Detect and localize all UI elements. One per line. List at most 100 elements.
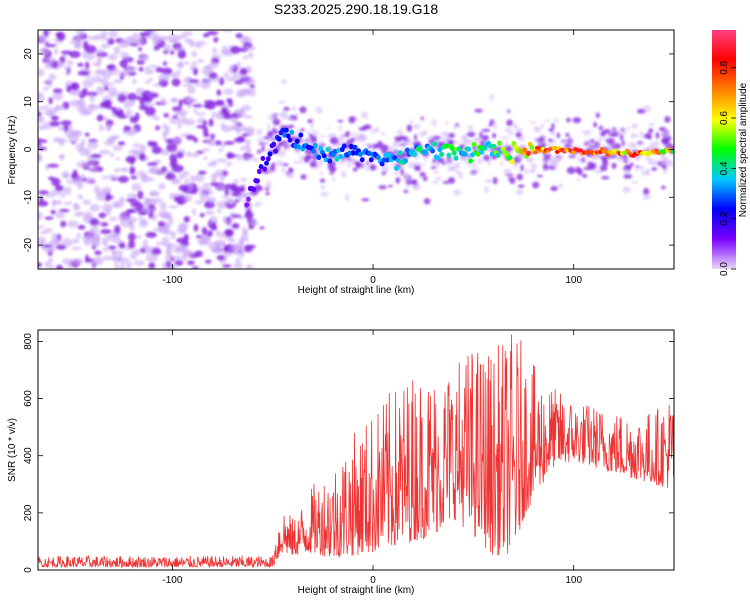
noise-blob xyxy=(532,181,540,189)
ridge-cell xyxy=(495,152,501,158)
noise-blob xyxy=(422,163,426,167)
noise-blob xyxy=(202,33,210,38)
noise-blob xyxy=(38,190,49,195)
ridge-cell xyxy=(522,147,528,153)
noise-blob xyxy=(91,62,101,66)
noise-blob xyxy=(661,137,669,145)
noise-blob xyxy=(71,89,83,96)
noise-blob xyxy=(50,209,56,215)
ridge-cell xyxy=(491,143,497,149)
noise-blob xyxy=(667,159,674,167)
noise-blob xyxy=(541,159,550,164)
noise-blob xyxy=(432,170,440,174)
noise-blob xyxy=(170,263,177,269)
noise-blob xyxy=(581,156,585,163)
noise-blob xyxy=(38,200,49,207)
noise-blob xyxy=(390,162,397,167)
noise-blob xyxy=(93,232,101,236)
noise-blob xyxy=(259,226,265,230)
ridge-cell xyxy=(258,163,264,170)
noise-blob xyxy=(627,142,637,148)
ridge-cell xyxy=(451,150,457,156)
noise-blob xyxy=(599,155,609,160)
noise-blob xyxy=(630,162,634,167)
noise-blob xyxy=(118,242,126,249)
noise-blob xyxy=(366,160,370,166)
noise-blob xyxy=(54,47,59,55)
noise-blob xyxy=(138,152,146,161)
noise-blob xyxy=(546,143,554,148)
noise-blob xyxy=(153,45,160,51)
noise-blob xyxy=(465,140,474,143)
noise-blob xyxy=(245,210,251,218)
colorbar-tick-label: 0.8 xyxy=(719,60,730,74)
noise-blob xyxy=(130,175,138,180)
noise-blob xyxy=(222,170,228,176)
noise-blob xyxy=(489,93,494,101)
noise-blob xyxy=(447,165,457,172)
snr-x-tick-label: 0 xyxy=(370,575,376,586)
noise-blob xyxy=(241,227,247,233)
ridge-cell xyxy=(289,129,295,135)
noise-blob xyxy=(60,220,67,228)
noise-blob xyxy=(199,212,205,218)
noise-blob xyxy=(38,68,45,77)
noise-blob xyxy=(196,234,202,239)
noise-blob xyxy=(163,113,170,118)
noise-blob xyxy=(338,158,345,165)
noise-blob xyxy=(161,81,168,86)
noise-blob xyxy=(38,153,42,162)
noise-blob xyxy=(396,129,403,136)
noise-blob xyxy=(226,154,238,158)
noise-blob xyxy=(328,165,337,172)
noise-blob xyxy=(174,255,182,262)
ridge-cell xyxy=(477,144,482,151)
noise-blob xyxy=(611,162,617,169)
ridge-cell xyxy=(466,146,472,152)
noise-blob xyxy=(139,98,145,106)
noise-blob xyxy=(215,184,226,192)
noise-blob xyxy=(499,161,504,166)
noise-blob xyxy=(193,67,198,76)
noise-blob xyxy=(508,131,514,136)
noise-blob xyxy=(38,91,44,97)
noise-blob xyxy=(168,40,179,44)
noise-blob xyxy=(135,235,142,239)
noise-blob xyxy=(256,137,260,143)
noise-blob xyxy=(108,136,117,141)
noise-blob xyxy=(182,61,191,65)
noise-blob xyxy=(104,38,111,42)
noise-blob xyxy=(63,124,69,132)
noise-blob xyxy=(124,130,134,136)
noise-blob xyxy=(281,78,287,85)
noise-blob xyxy=(187,260,195,266)
noise-blob xyxy=(183,118,196,126)
noise-blob xyxy=(133,260,145,266)
noise-blob xyxy=(38,115,45,124)
noise-blob xyxy=(202,120,208,126)
spectrogram-x-tick-label: 0 xyxy=(370,275,376,286)
noise-blob xyxy=(293,130,303,134)
noise-blob xyxy=(176,227,187,235)
ridge-cell xyxy=(334,156,340,162)
noise-blob xyxy=(380,165,390,173)
spectrogram-y-label: Frequency (Hz) xyxy=(7,116,18,185)
noise-blob xyxy=(512,123,519,129)
ridge-cell xyxy=(316,154,322,161)
noise-blob xyxy=(137,217,142,221)
noise-blob xyxy=(552,138,557,145)
noise-blob xyxy=(174,260,184,266)
noise-blob xyxy=(360,111,369,119)
noise-blob xyxy=(544,119,550,123)
colorbar-ticks: 0.0 0.2 0.4 0.6 0.8 xyxy=(719,60,736,276)
noise-blob xyxy=(158,183,166,190)
noise-blob xyxy=(107,106,117,110)
noise-blob xyxy=(125,198,137,202)
noise-blob xyxy=(184,177,189,184)
noise-blob xyxy=(87,35,99,41)
noise-blob xyxy=(540,141,544,145)
noise-blob xyxy=(234,80,244,85)
noise-blob xyxy=(203,132,210,138)
noise-blob xyxy=(132,143,141,148)
